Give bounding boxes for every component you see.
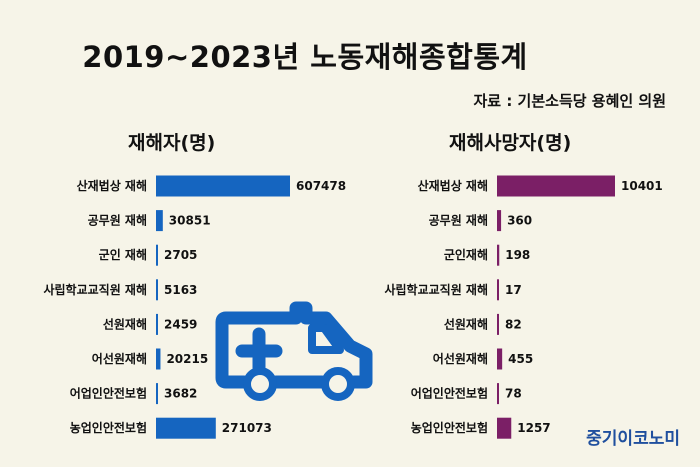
category-label: 사립학교교직원 재해: [43, 282, 147, 297]
category-label: 산재법상 재해: [77, 178, 147, 193]
category-label: 농업인안전보험: [70, 420, 147, 435]
category-label: 농업인안전보험: [411, 420, 488, 435]
value-label: 30851: [169, 214, 211, 228]
value-label: 5163: [164, 283, 197, 297]
source-note: 자료 : 기본소득당 용혜인 의원: [473, 92, 667, 110]
bar: [497, 210, 502, 232]
category-label: 어선원재해: [92, 351, 147, 366]
value-label: 1257: [517, 421, 550, 435]
value-label: 198: [505, 248, 530, 262]
bar: [497, 417, 512, 439]
category-label: 공무원 재해: [429, 214, 488, 228]
category-label: 어업인안전보험: [70, 386, 147, 401]
injury-chart-title: 재해자(명): [128, 132, 216, 154]
value-label: 271073: [222, 421, 272, 435]
value-label: 3682: [164, 387, 197, 401]
value-label: 17: [505, 283, 522, 297]
category-label: 어선원재해: [433, 351, 488, 366]
bar: [497, 244, 500, 266]
bar: [156, 210, 163, 232]
value-label: 607478: [296, 179, 346, 193]
value-label: 2705: [164, 248, 197, 262]
value-label: 20215: [166, 352, 208, 366]
bar: [156, 175, 290, 197]
bar: [497, 279, 499, 301]
value-label: 455: [508, 352, 533, 366]
brand-logo: 중기이코노미: [586, 429, 680, 449]
value-label: 78: [505, 387, 522, 401]
bar: [156, 417, 216, 439]
ambulance-icon: [215, 301, 373, 401]
bar: [497, 383, 499, 405]
category-label: 산재법상 재해: [418, 178, 488, 193]
page-title: 2019~2023년 노동재해종합통계: [82, 40, 528, 74]
bar: [497, 348, 503, 370]
value-label: 360: [507, 214, 532, 228]
death-chart-title: 재해사망자(명): [449, 132, 572, 154]
category-label: 어업인안전보험: [411, 386, 488, 401]
category-label: 군인재해: [444, 247, 488, 262]
bar: [156, 348, 161, 370]
value-label: 10401: [621, 179, 663, 193]
category-label: 공무원 재해: [88, 214, 147, 228]
bar: [156, 244, 158, 266]
value-label: 2459: [164, 317, 197, 331]
bar: [156, 383, 158, 405]
bar: [156, 313, 158, 335]
value-label: 82: [505, 317, 522, 331]
bar: [156, 279, 158, 301]
category-label: 선원재해: [444, 316, 488, 331]
bar: [497, 175, 615, 197]
category-label: 사립학교교직원 재해: [384, 282, 488, 297]
category-label: 군인 재해: [99, 247, 147, 262]
category-label: 선원재해: [103, 316, 147, 331]
bar: [497, 313, 499, 335]
